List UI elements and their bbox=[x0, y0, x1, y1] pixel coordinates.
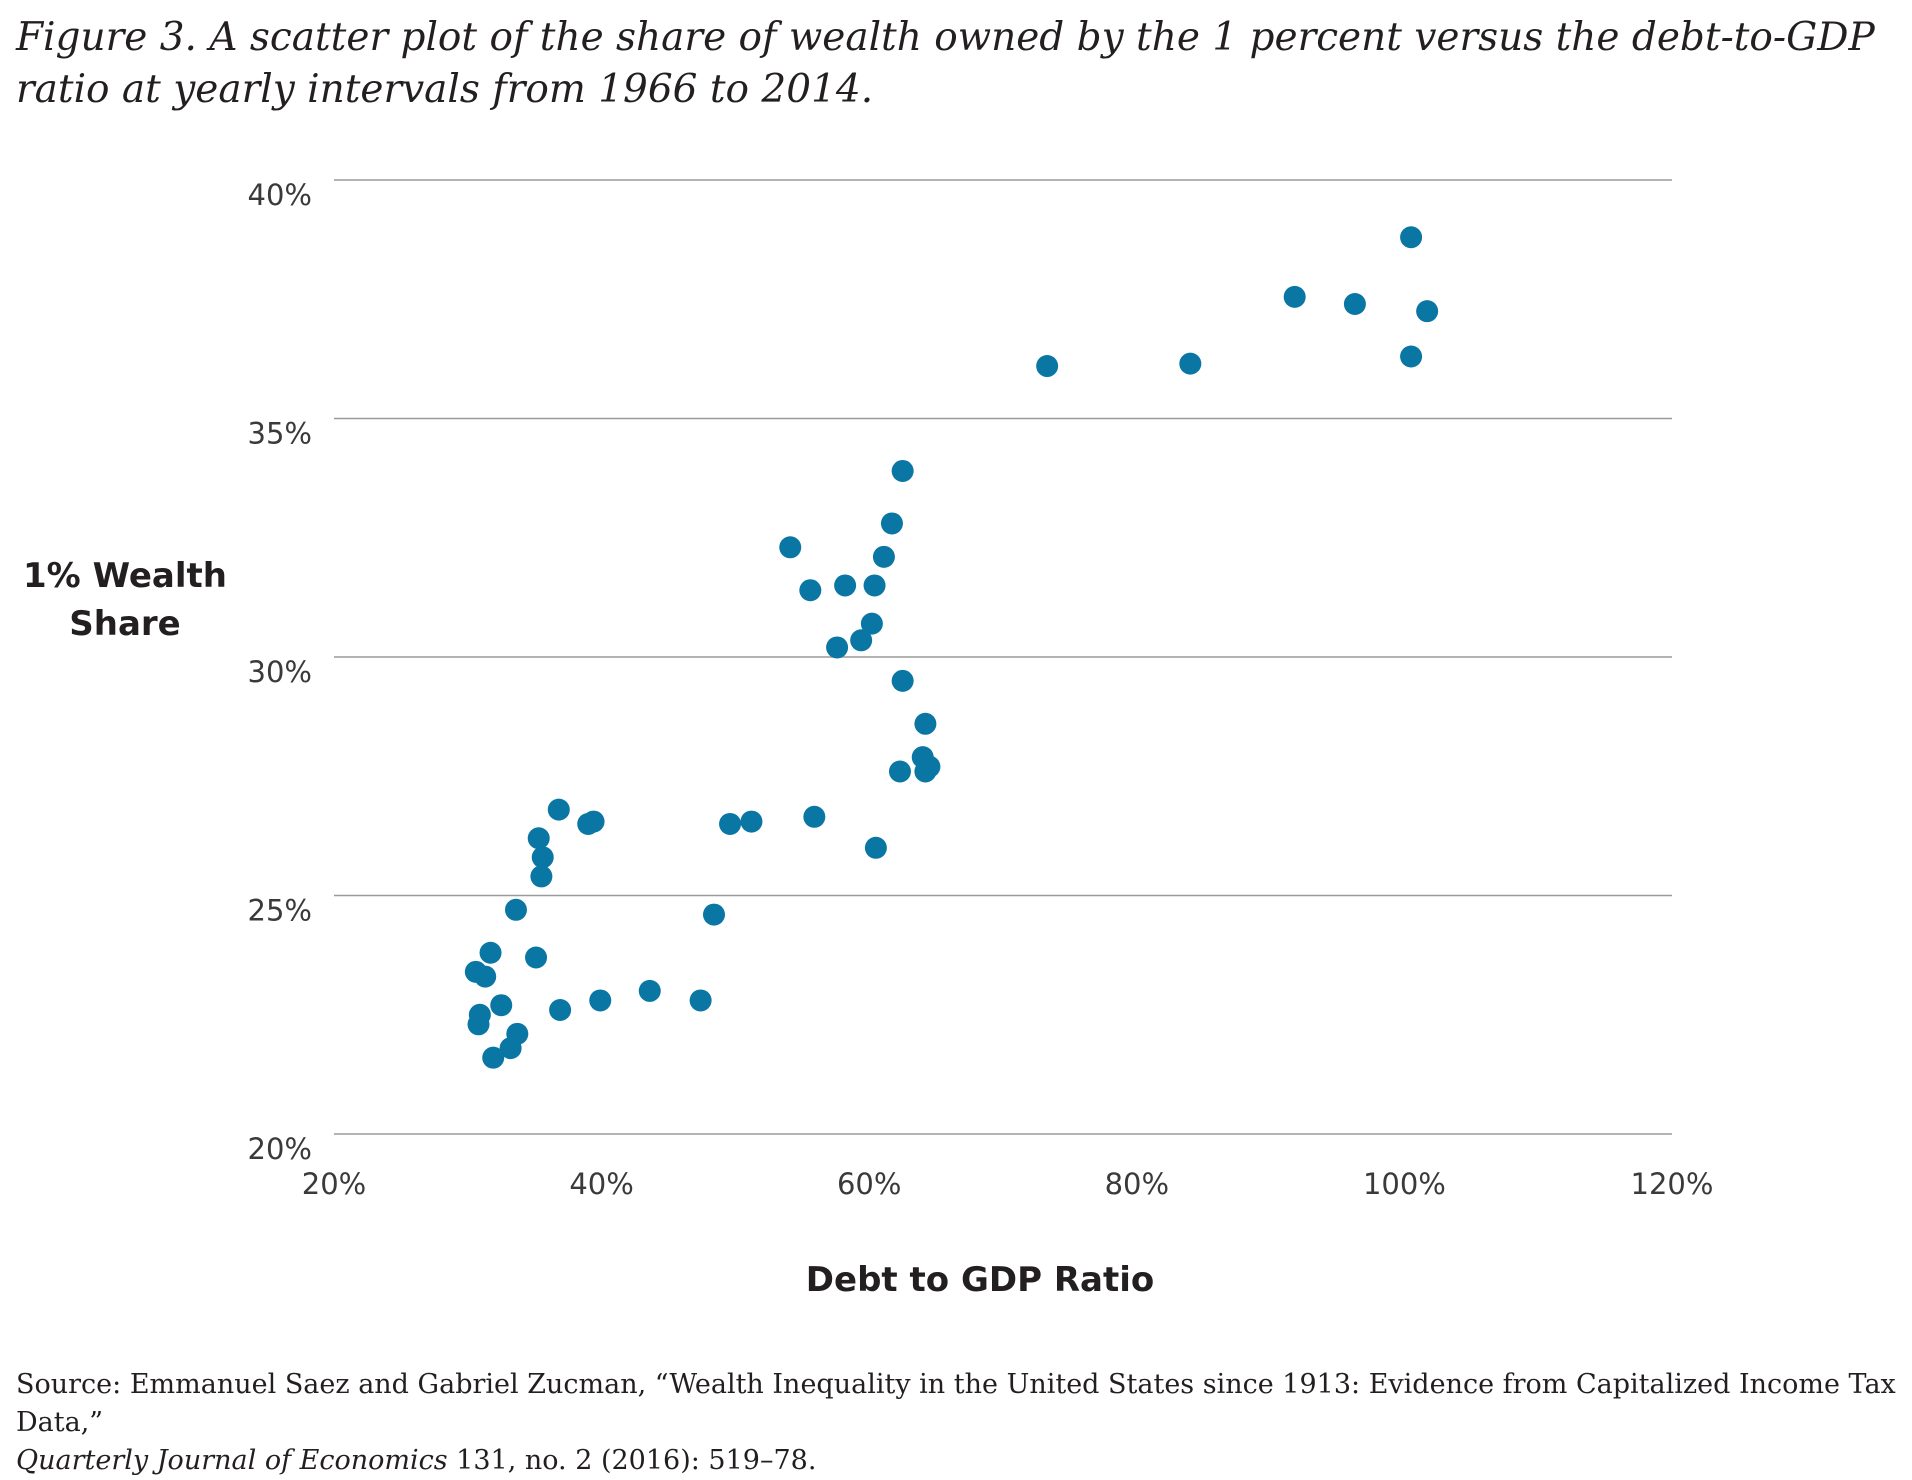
scatter-chart: 20% 25% 30% 35% 40% 20% 40% 60% 80% 100% 120% bbox=[248, 178, 1714, 1201]
y-tick-label: 40% bbox=[248, 178, 312, 212]
data-points bbox=[464, 226, 1439, 1069]
source-citation: Source: Emmanuel Saez and Gabriel Zucman… bbox=[16, 1369, 1896, 1438]
y-tick-label: 20% bbox=[248, 1132, 312, 1166]
y-tick-label: 30% bbox=[248, 655, 312, 689]
y-axis-label-line-1: 1% Wealth bbox=[23, 556, 227, 596]
data-point bbox=[1416, 300, 1439, 323]
data-point bbox=[834, 574, 857, 597]
data-point bbox=[1179, 352, 1202, 375]
data-point bbox=[779, 536, 802, 559]
data-point bbox=[482, 1046, 505, 1069]
data-point bbox=[891, 669, 914, 692]
data-point bbox=[530, 865, 553, 888]
x-tick-label: 20% bbox=[302, 1167, 366, 1201]
data-point bbox=[891, 459, 914, 482]
data-point bbox=[1283, 285, 1306, 308]
data-point bbox=[918, 755, 941, 778]
data-point bbox=[582, 810, 605, 833]
data-point bbox=[527, 827, 550, 850]
data-point bbox=[547, 798, 570, 821]
data-point bbox=[467, 1013, 490, 1036]
source-note: Source: Emmanuel Saez and Gabriel Zucman… bbox=[16, 1366, 1896, 1480]
data-point bbox=[740, 810, 763, 833]
gridlines bbox=[334, 179, 1672, 1135]
data-point bbox=[1400, 226, 1423, 249]
data-point bbox=[850, 629, 873, 652]
data-point bbox=[702, 903, 725, 926]
data-point bbox=[803, 805, 826, 828]
data-point bbox=[1400, 345, 1423, 368]
data-point bbox=[589, 989, 612, 1012]
y-axis-label-line-2: Share bbox=[69, 604, 181, 644]
data-point bbox=[474, 965, 497, 988]
data-point bbox=[638, 979, 661, 1002]
x-axis-label: Debt to GDP Ratio bbox=[805, 1260, 1155, 1300]
x-tick-label: 120% bbox=[1631, 1167, 1714, 1201]
y-axis-label: 1% Wealth Share bbox=[20, 552, 230, 648]
data-point bbox=[1036, 355, 1059, 378]
x-tick-label: 80% bbox=[1105, 1167, 1169, 1201]
y-tick-label: 35% bbox=[248, 417, 312, 451]
data-point bbox=[506, 1022, 529, 1045]
data-point bbox=[826, 636, 849, 659]
y-axis-ticks: 20% 25% 30% 35% 40% bbox=[248, 178, 312, 1166]
y-tick-label: 25% bbox=[248, 894, 312, 928]
data-point bbox=[504, 898, 527, 921]
data-point bbox=[863, 574, 886, 597]
data-point bbox=[689, 989, 712, 1012]
data-point bbox=[1343, 293, 1366, 316]
data-point bbox=[914, 712, 937, 735]
data-point bbox=[719, 812, 742, 835]
data-point bbox=[872, 545, 895, 568]
figure-caption: Figure 3. A scatter plot of the share of… bbox=[16, 15, 1875, 112]
data-point bbox=[864, 836, 887, 859]
data-point bbox=[525, 946, 548, 969]
data-point bbox=[888, 760, 911, 783]
data-point bbox=[880, 512, 903, 535]
data-point bbox=[799, 579, 822, 602]
source-issue: 131, no. 2 (2016): 519–78. bbox=[447, 1445, 817, 1476]
data-point bbox=[549, 998, 572, 1021]
data-point bbox=[479, 941, 502, 964]
x-axis-ticks: 20% 40% 60% 80% 100% 120% bbox=[302, 1167, 1714, 1201]
x-tick-label: 100% bbox=[1363, 1167, 1446, 1201]
data-point bbox=[531, 846, 554, 869]
source-journal: Quarterly Journal of Economics bbox=[16, 1445, 448, 1476]
data-point bbox=[860, 612, 883, 635]
x-tick-label: 40% bbox=[569, 1167, 633, 1201]
data-point bbox=[490, 994, 513, 1017]
x-tick-label: 60% bbox=[837, 1167, 901, 1201]
